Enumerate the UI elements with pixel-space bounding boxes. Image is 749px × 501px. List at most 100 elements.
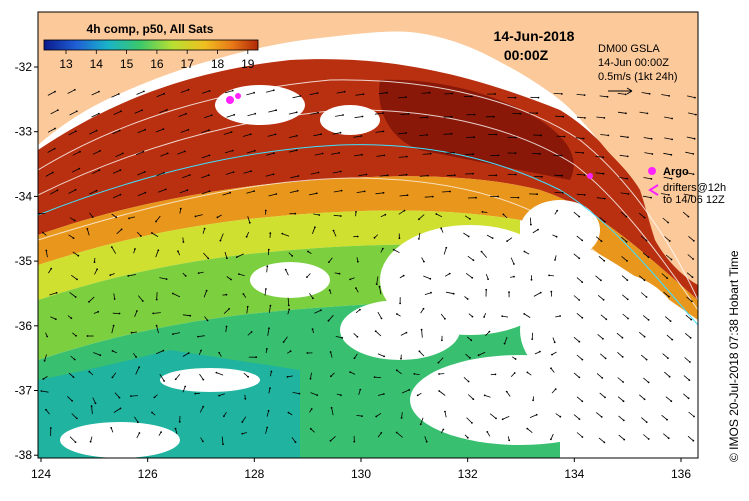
current-vector-head: [495, 134, 497, 136]
current-vector-head: [692, 153, 694, 155]
current-vector-head: [163, 93, 165, 95]
current-vector-head: [254, 113, 256, 115]
current-vector-head: [605, 358, 607, 360]
current-vector-head: [622, 381, 624, 383]
current-vector-head: [600, 279, 602, 281]
current-vector-head: [537, 229, 539, 231]
colorbar-tick-label: 19: [241, 57, 255, 71]
current-vector-head: [561, 155, 563, 157]
current-vector-head: [73, 376, 75, 378]
current-vector-head: [625, 94, 627, 96]
current-vector-head: [541, 176, 543, 178]
current-vector-head: [694, 138, 696, 140]
current-vector-head: [536, 193, 538, 195]
current-vector-head: [471, 422, 473, 424]
current-vector-head: [626, 260, 628, 262]
current-vector-head: [211, 114, 213, 116]
current-vector-head: [601, 240, 603, 242]
current-vector-head: [688, 216, 690, 218]
current-vector-head: [627, 136, 629, 138]
current-vector-head: [317, 92, 319, 94]
current-vector-head: [241, 421, 243, 423]
current-vector-head: [648, 319, 650, 321]
current-vector-head: [627, 156, 629, 158]
current-vector-head: [603, 117, 605, 119]
current-vector-head: [268, 249, 270, 251]
current-vector-head: [344, 91, 346, 93]
current-vector-head: [562, 192, 564, 194]
current-vector-head: [120, 194, 122, 196]
current-vector-head: [281, 233, 283, 235]
current-vector-head: [156, 299, 158, 301]
current-vector-head: [269, 387, 271, 389]
current-vector-head: [243, 293, 245, 295]
colorbar-tick-label: 15: [120, 57, 134, 71]
current-vector-head: [207, 320, 209, 322]
current-vector-head: [472, 153, 474, 155]
current-vector-head: [120, 408, 122, 410]
drifter-legend-label: drifters@12h: [663, 182, 726, 194]
current-vector-head: [366, 174, 368, 176]
current-vector-head: [501, 315, 503, 317]
y-tick-label: -38: [15, 448, 33, 462]
current-vector-head: [312, 328, 314, 330]
y-tick-label: -37: [15, 384, 33, 398]
current-vector-head: [670, 154, 672, 156]
current-vector-head: [550, 367, 552, 369]
current-vector-head: [95, 402, 97, 404]
current-vector-head: [648, 256, 650, 258]
current-vector: [444, 94, 452, 95]
current-vector: [444, 134, 452, 135]
current-vector-head: [550, 438, 552, 440]
current-vector-head: [625, 216, 627, 218]
current-vector-head: [468, 381, 470, 383]
current-vector-head: [383, 192, 385, 194]
current-vector-head: [444, 318, 446, 320]
current-vector-head: [45, 250, 47, 252]
current-vector-head: [515, 174, 517, 176]
current-vector-head: [578, 377, 580, 379]
current-vector-head: [472, 173, 474, 175]
current-vector-head: [202, 441, 204, 443]
current-vector-head: [349, 371, 351, 373]
current-vector-head: [188, 352, 190, 354]
current-vector-head: [322, 153, 324, 155]
current-vector-head: [427, 116, 429, 118]
current-vector-head: [626, 279, 628, 281]
current-vector-head: [172, 333, 174, 335]
current-vector-head: [523, 313, 525, 315]
current-vector-head: [185, 275, 187, 277]
current-vector-head: [483, 316, 485, 318]
current-vector-head: [42, 378, 44, 380]
current-vector-head: [363, 93, 365, 95]
current-vector-head: [218, 395, 220, 397]
current-vector-head: [555, 388, 557, 390]
current-vector-head: [469, 218, 471, 220]
current-vector-head: [579, 418, 581, 420]
current-vector-head: [626, 178, 628, 180]
current-vector-head: [338, 152, 340, 154]
current-vector-head: [667, 357, 669, 359]
current-vector-head: [87, 335, 89, 337]
current-vector-head: [208, 174, 210, 176]
current-vector-head: [399, 237, 401, 239]
current-vector-head: [226, 257, 228, 259]
current-vector-head: [453, 293, 455, 295]
current-vector-head: [581, 317, 583, 319]
current-vector-head: [231, 131, 233, 133]
current-vector-head: [668, 95, 670, 97]
current-vector-head: [694, 97, 696, 99]
current-vector-head: [584, 194, 586, 196]
current-vector-head: [110, 427, 112, 429]
current-vector-head: [74, 359, 76, 361]
current-vector-head: [250, 133, 252, 135]
current-vector-head: [607, 135, 609, 137]
current-vector-head: [187, 129, 189, 131]
current-vector-head: [160, 431, 162, 433]
current-vector-head: [316, 394, 318, 396]
current-vector-head: [99, 169, 101, 171]
current-vector-head: [627, 318, 629, 320]
current-vector-head: [583, 138, 585, 140]
current-vector-head: [208, 129, 210, 131]
